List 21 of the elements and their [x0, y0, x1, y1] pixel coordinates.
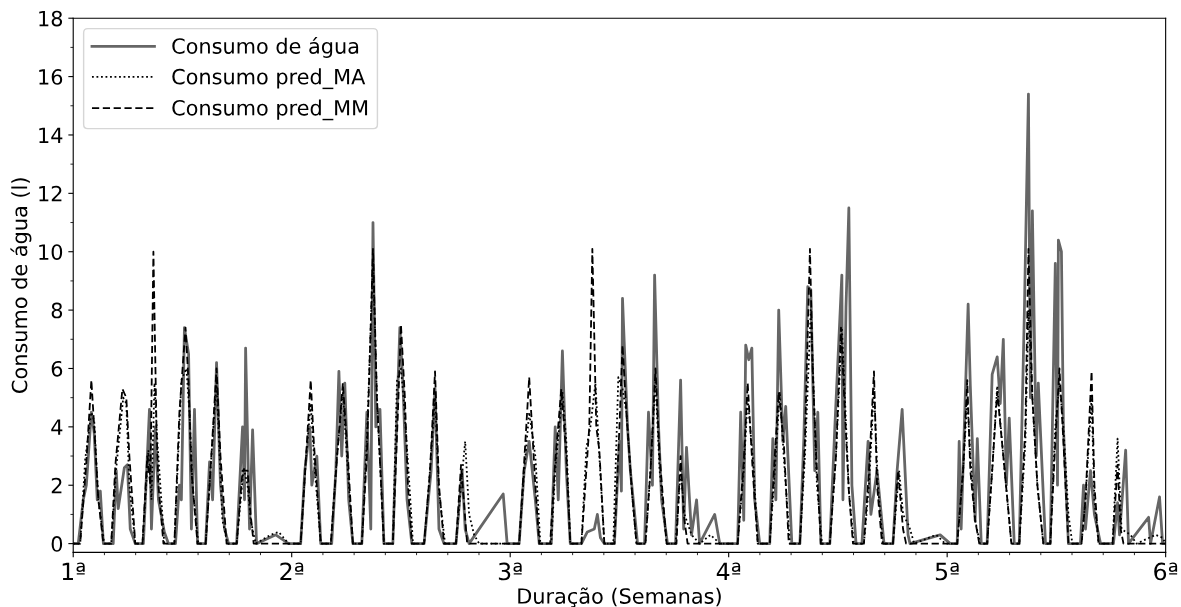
y-tick-label: 14	[39, 127, 63, 143]
y-tick-label: 10	[39, 244, 63, 260]
y-tick-label: 16	[39, 69, 63, 85]
y-tick-label: 8	[51, 302, 63, 319]
y-tick-label: 12	[39, 185, 62, 202]
legend-label: Consumo pred_MA	[172, 68, 366, 90]
x-tick-label: 5ª	[935, 562, 959, 581]
y-tick-label: 18	[39, 10, 63, 27]
x-tick-label: 2ª	[280, 562, 304, 581]
x-tick-label: 4ª	[716, 562, 741, 581]
y-tick-label: 2	[51, 477, 62, 494]
x-axis-title: Duração (Semanas)	[518, 587, 721, 607]
x-tick-label: 1ª	[62, 562, 85, 581]
x-tick-label: 3ª	[498, 562, 522, 581]
legend-label: Consumo de água	[172, 36, 359, 58]
legend-label: Consumo pred_MM	[172, 99, 368, 121]
y-tick-label: 4	[51, 419, 63, 435]
x-tick-label: 6ª	[1154, 562, 1178, 581]
y-tick-label: 6	[51, 360, 63, 377]
y-tick-label: 0	[51, 536, 63, 552]
y-axis-title: Consumo de água (l)	[10, 178, 32, 393]
